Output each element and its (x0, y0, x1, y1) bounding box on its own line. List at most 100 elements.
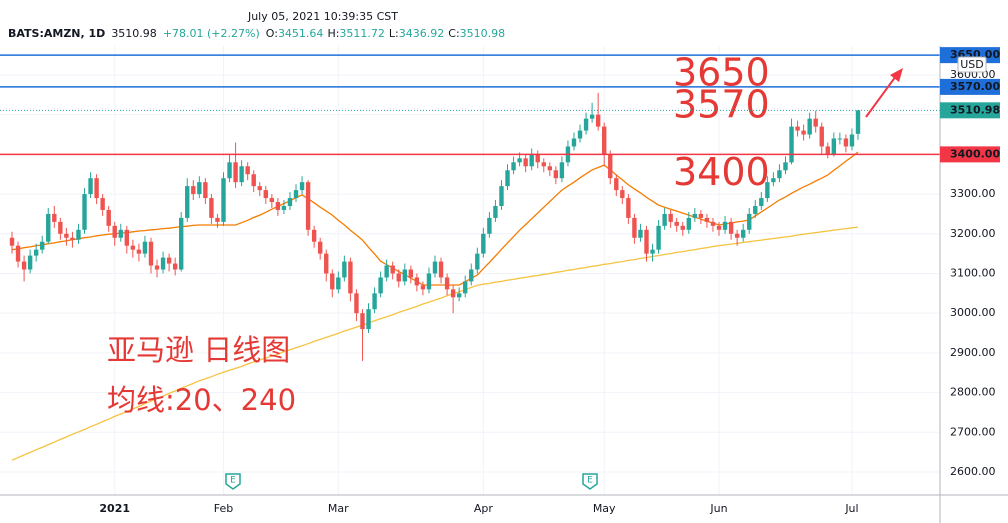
candle-body (185, 186, 190, 218)
candle-body (577, 130, 583, 139)
candle-body (342, 261, 347, 278)
candle-body (251, 174, 256, 187)
candle-body (529, 154, 534, 167)
price-tag (940, 146, 1000, 163)
candle-body (444, 277, 450, 290)
candle-body (608, 154, 613, 179)
candle-body (40, 241, 45, 250)
candle-body (614, 178, 619, 191)
candle-body (704, 217, 710, 222)
candle-body (505, 170, 510, 187)
candle-body (819, 126, 824, 147)
candle-body (825, 146, 830, 155)
candle-body (626, 198, 631, 218)
candle-body (493, 205, 498, 218)
ohlc-value: 3511.72 (339, 27, 385, 40)
candle-body (348, 261, 353, 294)
candle-body (807, 118, 812, 135)
candle-body (64, 233, 69, 238)
candle-body (523, 158, 528, 167)
candle-body (293, 190, 299, 199)
candle-body (450, 289, 456, 298)
currency-label: USD (960, 58, 984, 71)
candle-body (571, 138, 577, 147)
candle-body (130, 245, 136, 250)
candle-body (203, 182, 208, 199)
candle-body (414, 277, 420, 286)
y-tick-label: 2700.00 (950, 425, 996, 438)
candle-body (166, 257, 172, 264)
candle-body (638, 229, 643, 238)
candle-body (771, 178, 776, 183)
earnings-marker: E (582, 473, 598, 490)
candle-body (499, 186, 504, 206)
candle-body (849, 134, 855, 147)
candle-body (620, 190, 625, 199)
candle-body (801, 130, 806, 135)
candle-body (384, 265, 389, 278)
candle-body (221, 178, 226, 222)
price-tag-text: 3510.98 (950, 103, 1000, 116)
candle-body (595, 114, 601, 127)
candle-body (33, 249, 39, 256)
symbol: BATS:AMZN, 1D (8, 27, 105, 40)
candle-body (547, 166, 553, 171)
legend-header: BATS:AMZN, 1D 3510.98 +78.01 (+2.27%) O:345… (8, 27, 505, 40)
y-tick-label: 3100.00 (950, 266, 996, 279)
candle-body (172, 263, 178, 270)
candle-body (402, 269, 407, 282)
candle-body (354, 293, 359, 314)
candle-body (299, 182, 305, 191)
candle-body (517, 158, 522, 163)
candle-body (583, 118, 589, 131)
candle-body (100, 198, 105, 210)
x-tick-label: Feb (214, 502, 233, 515)
candle-body (239, 166, 244, 183)
candle-body (124, 229, 130, 246)
arrow (865, 75, 897, 118)
candle-body (136, 249, 142, 254)
candle-body (378, 277, 383, 294)
price-tag-text: 3570.00 (950, 80, 1000, 93)
candle-body (46, 213, 51, 242)
candle-body (21, 261, 27, 270)
candle-body (82, 194, 87, 230)
candle-body (553, 170, 559, 179)
candle-body (456, 293, 462, 298)
candle-body (650, 249, 655, 254)
price-tag-text: 3400.00 (950, 147, 1000, 160)
candle-body (52, 213, 57, 222)
candle-body (287, 198, 293, 206)
candle-body (602, 126, 607, 155)
candle-body (215, 217, 220, 222)
y-tick-label: 2800.00 (950, 386, 996, 399)
candle-body (15, 245, 21, 262)
candle-body (233, 162, 238, 183)
ohlc-label: C: (448, 27, 459, 40)
candle-body (408, 269, 414, 278)
candle-body (360, 313, 365, 330)
candle-body (305, 182, 311, 230)
candle-body (674, 221, 679, 226)
candle-body (245, 166, 250, 175)
candle-body (366, 309, 371, 330)
candle-body (148, 241, 154, 266)
last: 3510.98 (111, 27, 157, 40)
candle-body (855, 110, 861, 134)
candle-body (281, 205, 287, 210)
annotation: 均线:20、240 (107, 383, 296, 417)
candle-body (777, 170, 782, 179)
candle-body (740, 229, 746, 238)
candle-body (197, 182, 202, 195)
candle-body (837, 138, 843, 140)
candle-body (589, 114, 595, 119)
candle-body (160, 257, 166, 270)
ohlc-label: L: (389, 27, 399, 40)
candle-body (632, 217, 637, 238)
candle-body (70, 237, 75, 240)
candle-body (432, 261, 438, 274)
y-tick-label: 2900.00 (950, 346, 996, 359)
candle-body (336, 277, 341, 290)
ohlc-value: 3451.64 (278, 27, 324, 40)
y-tick-label: 2600.00 (950, 465, 996, 478)
